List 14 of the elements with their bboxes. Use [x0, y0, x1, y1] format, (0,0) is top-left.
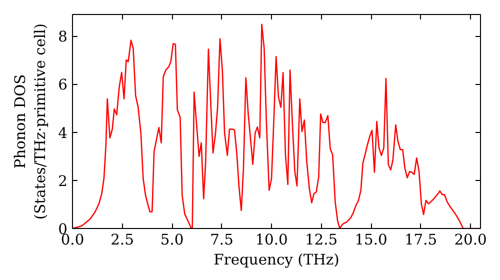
x-tick-label: 15.0: [354, 232, 388, 248]
y-tick-label: 4: [58, 124, 68, 142]
y-tick-label: 2: [58, 172, 68, 190]
x-tick-label: 7.5: [210, 232, 234, 248]
x-tick-label: 20.0: [454, 232, 487, 248]
x-axis-title: Frequency (THz): [214, 252, 340, 268]
x-tick-label: 12.5: [304, 232, 338, 248]
y-tick-label: 8: [58, 28, 68, 46]
x-tick-label: 17.5: [404, 232, 438, 248]
x-tick-label: 2.5: [110, 232, 134, 248]
x-tick-label: 10.0: [255, 232, 288, 248]
y-axis-title: Phonon DOS (States/THz·primitive cell): [12, 23, 50, 220]
x-tick-label: 5.0: [160, 232, 184, 248]
y-tick-label: 6: [58, 76, 68, 94]
